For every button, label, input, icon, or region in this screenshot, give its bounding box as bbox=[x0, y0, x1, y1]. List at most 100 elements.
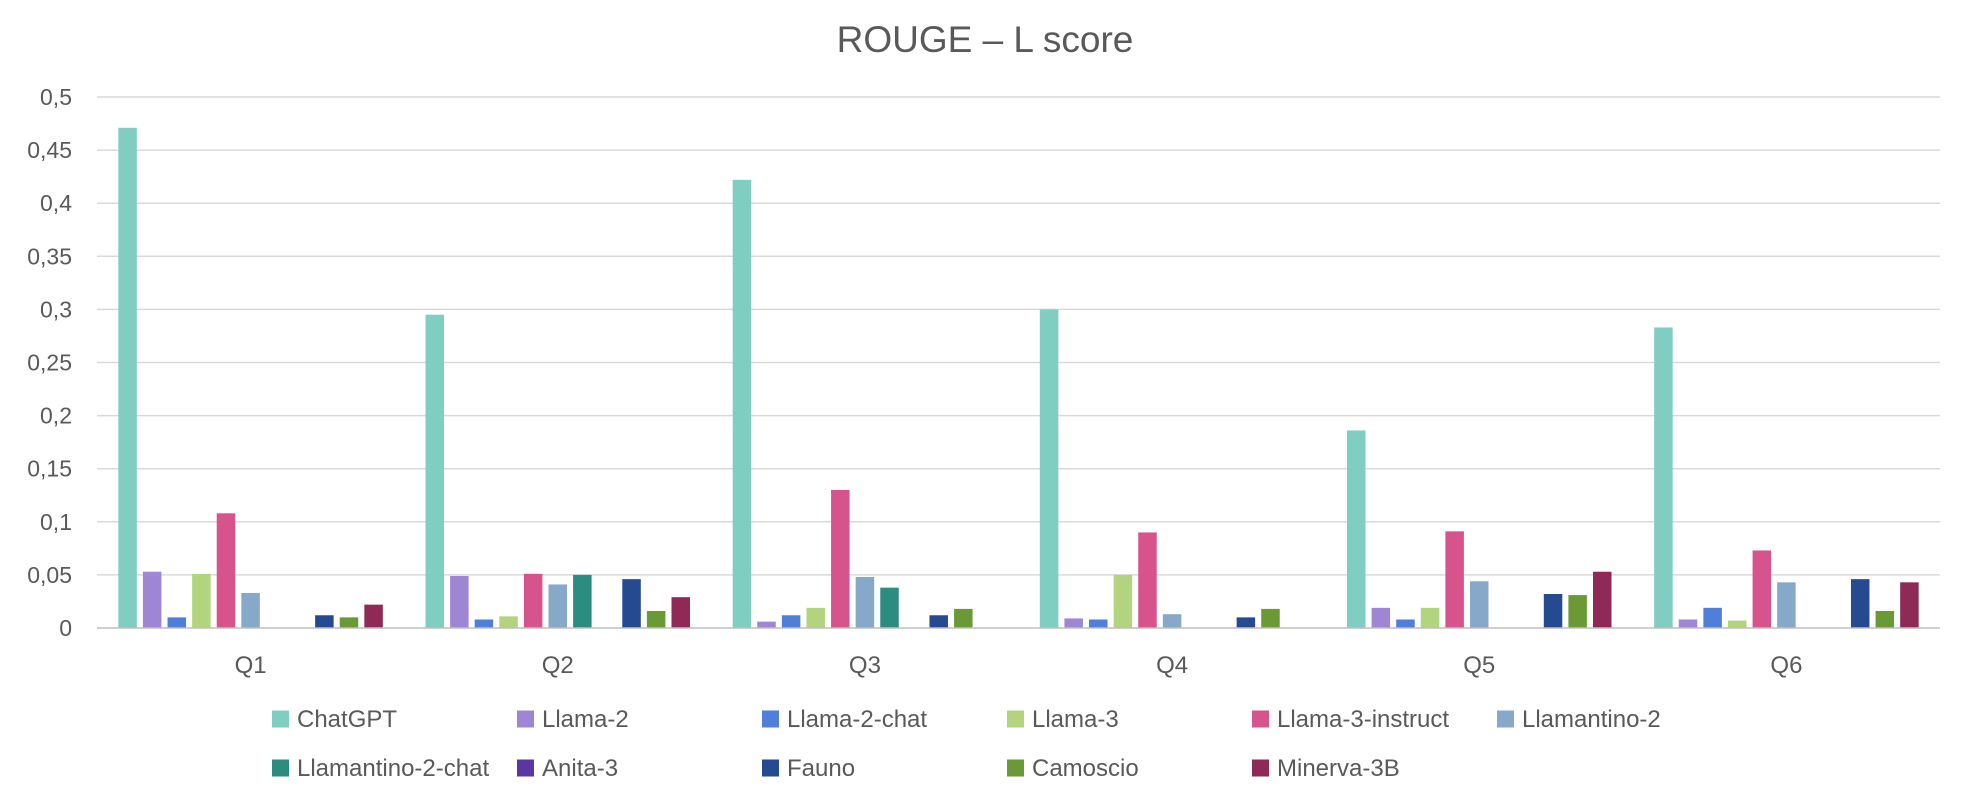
bar bbox=[622, 579, 641, 628]
bar bbox=[831, 489, 850, 628]
legend-label: Llama-3-instruct bbox=[1277, 706, 1449, 733]
bar bbox=[1420, 607, 1440, 628]
bar bbox=[1396, 619, 1415, 628]
bar bbox=[425, 314, 444, 628]
legend-swatch bbox=[1007, 759, 1024, 777]
bar bbox=[339, 617, 359, 628]
bar bbox=[1347, 430, 1366, 628]
bar bbox=[1470, 581, 1489, 628]
bar bbox=[1236, 617, 1256, 628]
legend-label: Fauno bbox=[787, 755, 855, 782]
legend-item: Anita-3 bbox=[517, 755, 618, 782]
bar bbox=[1752, 550, 1772, 628]
legend-item: Fauno bbox=[762, 755, 855, 782]
legend-item: Camoscio bbox=[1007, 755, 1139, 782]
legend-swatch bbox=[762, 710, 779, 728]
bars bbox=[118, 127, 1919, 628]
y-tick-label: 0,45 bbox=[27, 137, 72, 163]
y-tick-label: 0,15 bbox=[27, 456, 72, 482]
bar bbox=[1261, 608, 1280, 628]
legend-swatch bbox=[762, 759, 779, 777]
bar bbox=[364, 604, 383, 628]
bar bbox=[671, 597, 690, 628]
bar bbox=[118, 127, 137, 628]
bar bbox=[1875, 611, 1895, 628]
bar bbox=[1777, 582, 1796, 628]
legend-item: Llamantino-2-chat bbox=[272, 755, 489, 782]
legend: ChatGPT Llama-2 Llama-2-chat Llama-3 Llama-3… bbox=[272, 706, 1661, 782]
legend-swatch bbox=[1252, 759, 1269, 777]
bar bbox=[1113, 574, 1133, 628]
legend-label: ChatGPT bbox=[297, 706, 397, 733]
x-axis-tick-labels: Q1 Q2 Q3 Q4 Q5 Q6 bbox=[235, 652, 1803, 679]
bar bbox=[241, 592, 260, 628]
bar bbox=[1654, 327, 1673, 628]
bar bbox=[1543, 594, 1563, 628]
x-tick-label: Q4 bbox=[1156, 652, 1188, 679]
y-tick-label: 0,05 bbox=[27, 562, 72, 588]
legend-item: Llama-2 bbox=[517, 706, 629, 733]
x-tick-label: Q3 bbox=[849, 652, 881, 679]
bar bbox=[1703, 607, 1722, 628]
bar bbox=[1039, 309, 1059, 628]
legend-label: Llamantino-2-chat bbox=[297, 755, 489, 782]
bar bbox=[1568, 595, 1587, 628]
bar bbox=[548, 584, 567, 628]
bar bbox=[855, 577, 875, 628]
y-tick-label: 0 bbox=[59, 615, 72, 641]
bar bbox=[315, 615, 334, 628]
bar bbox=[216, 513, 236, 628]
legend-label: Llamantino-2 bbox=[1522, 706, 1661, 733]
x-tick-label: Q5 bbox=[1463, 652, 1495, 679]
legend-label: Anita-3 bbox=[542, 755, 618, 782]
bar bbox=[646, 611, 666, 628]
bar bbox=[499, 616, 518, 628]
bar bbox=[1445, 531, 1464, 628]
bar bbox=[1678, 619, 1698, 628]
legend-label: Llama-3 bbox=[1032, 706, 1119, 733]
bar bbox=[1593, 571, 1612, 628]
y-tick-label: 0,1 bbox=[40, 509, 72, 535]
bar bbox=[1900, 582, 1919, 628]
bar bbox=[450, 575, 469, 628]
y-tick-label: 0,4 bbox=[40, 190, 72, 216]
x-tick-label: Q2 bbox=[542, 652, 574, 679]
bar bbox=[474, 619, 494, 628]
bar bbox=[732, 179, 752, 628]
bar bbox=[1371, 607, 1391, 628]
x-tick-label: Q6 bbox=[1770, 652, 1802, 679]
y-tick-label: 0,2 bbox=[40, 403, 72, 429]
legend-swatch bbox=[1252, 710, 1269, 728]
legend-item: ChatGPT bbox=[272, 706, 397, 733]
bar bbox=[781, 615, 801, 628]
legend-swatch bbox=[272, 759, 289, 777]
bar bbox=[1089, 619, 1108, 628]
legend-swatch bbox=[517, 759, 534, 777]
bar bbox=[573, 574, 592, 628]
y-tick-label: 0,3 bbox=[40, 296, 72, 322]
bar bbox=[1727, 620, 1747, 628]
legend-label: Minerva-3B bbox=[1277, 755, 1400, 782]
bar bbox=[1850, 579, 1870, 628]
bar bbox=[142, 571, 162, 628]
legend-item: Minerva-3B bbox=[1252, 755, 1400, 782]
bar bbox=[880, 587, 899, 628]
legend-label: Llama-2 bbox=[542, 706, 629, 733]
x-tick-label: Q1 bbox=[235, 652, 267, 679]
legend-item: Llama-2-chat bbox=[762, 706, 927, 733]
bar bbox=[757, 621, 776, 628]
legend-swatch bbox=[272, 710, 289, 728]
bar bbox=[929, 615, 948, 628]
legend-swatch bbox=[1007, 710, 1024, 728]
bar bbox=[167, 617, 187, 628]
bar bbox=[1162, 614, 1182, 628]
legend-label: Llama-2-chat bbox=[787, 706, 927, 733]
bar bbox=[192, 573, 211, 628]
legend-swatch bbox=[517, 710, 534, 728]
y-axis-tick-labels: 0 0,05 0,1 0,15 0,2 0,25 0,3 0,35 0,4 0,45 0,5 bbox=[27, 84, 72, 641]
legend-item: Llamantino-2 bbox=[1497, 706, 1661, 733]
y-tick-label: 0,5 bbox=[40, 84, 72, 110]
bar bbox=[1064, 618, 1083, 628]
bar bbox=[954, 608, 973, 628]
